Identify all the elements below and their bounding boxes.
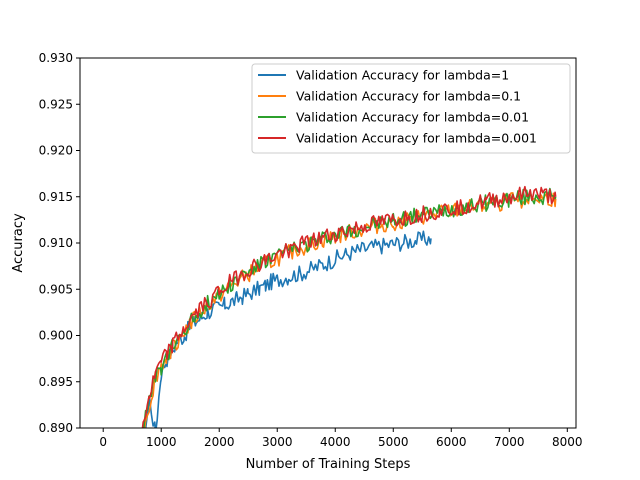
y-tick-label: 0.900 <box>39 329 73 343</box>
y-tick-label: 0.910 <box>39 236 73 250</box>
legend-entry: Validation Accuracy for lambda=0.001 <box>296 131 537 146</box>
y-tick-label: 0.925 <box>39 97 73 111</box>
y-tick-label: 0.890 <box>39 421 73 435</box>
legend: Validation Accuracy for lambda=1 Validati… <box>251 63 571 154</box>
series-layer <box>141 185 557 428</box>
x-tick-label: 1000 <box>146 435 177 449</box>
y-tick-label: 0.930 <box>39 51 73 65</box>
x-axis-label: Number of Training Steps <box>246 457 411 472</box>
x-axis: 0 1000 2000 3000 4000 5000 6000 7000 8000 <box>99 428 583 449</box>
legend-entry: Validation Accuracy for lambda=0.1 <box>296 89 521 104</box>
x-tick-label: 8000 <box>552 435 583 449</box>
legend-entry: Validation Accuracy for lambda=0.01 <box>296 110 529 125</box>
x-tick-label: 5000 <box>378 435 409 449</box>
x-tick-label: 7000 <box>494 435 525 449</box>
x-tick-label: 4000 <box>320 435 351 449</box>
y-tick-label: 0.905 <box>39 282 73 296</box>
y-tick-label: 0.920 <box>39 144 73 158</box>
series-line-0 <box>142 230 432 428</box>
y-axis: 0.890 0.895 0.900 0.905 0.910 0.915 0.920 0.925… <box>39 51 80 435</box>
legend-entry: Validation Accuracy for lambda=1 <box>296 68 509 83</box>
y-tick-label: 0.915 <box>39 190 73 204</box>
y-axis-label: Accuracy <box>11 213 26 273</box>
x-tick-label: 6000 <box>436 435 467 449</box>
x-tick-label: 2000 <box>204 435 235 449</box>
series-line-3 <box>141 185 557 428</box>
y-tick-label: 0.895 <box>39 375 73 389</box>
x-tick-label: 3000 <box>262 435 293 449</box>
x-tick-label: 0 <box>99 435 107 449</box>
legend-box <box>251 63 571 154</box>
